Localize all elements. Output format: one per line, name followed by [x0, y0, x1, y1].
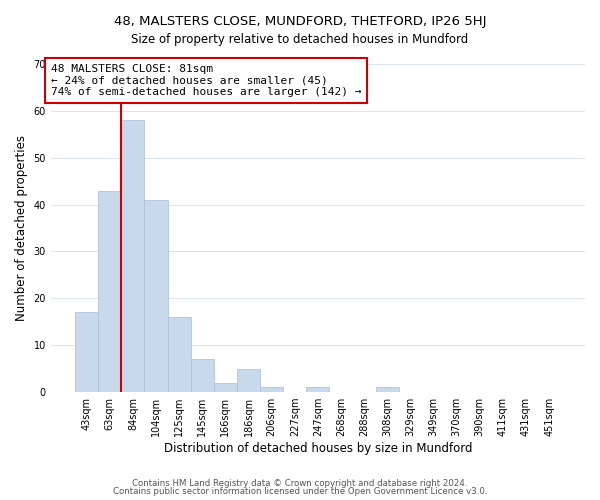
Bar — [167, 317, 191, 392]
Bar — [98, 190, 121, 392]
Bar — [237, 368, 260, 392]
Bar — [75, 312, 98, 392]
Bar — [214, 382, 237, 392]
Bar — [121, 120, 145, 392]
Bar — [307, 388, 329, 392]
Bar — [376, 388, 399, 392]
Y-axis label: Number of detached properties: Number of detached properties — [15, 135, 28, 321]
Text: Contains HM Land Registry data © Crown copyright and database right 2024.: Contains HM Land Registry data © Crown c… — [132, 478, 468, 488]
Bar — [191, 360, 214, 392]
Text: Size of property relative to detached houses in Mundford: Size of property relative to detached ho… — [131, 32, 469, 46]
Text: 48, MALSTERS CLOSE, MUNDFORD, THETFORD, IP26 5HJ: 48, MALSTERS CLOSE, MUNDFORD, THETFORD, … — [114, 15, 486, 28]
X-axis label: Distribution of detached houses by size in Mundford: Distribution of detached houses by size … — [164, 442, 472, 455]
Text: 48 MALSTERS CLOSE: 81sqm
← 24% of detached houses are smaller (45)
74% of semi-d: 48 MALSTERS CLOSE: 81sqm ← 24% of detach… — [51, 64, 361, 97]
Bar — [260, 388, 283, 392]
Text: Contains public sector information licensed under the Open Government Licence v3: Contains public sector information licen… — [113, 487, 487, 496]
Bar — [145, 200, 167, 392]
